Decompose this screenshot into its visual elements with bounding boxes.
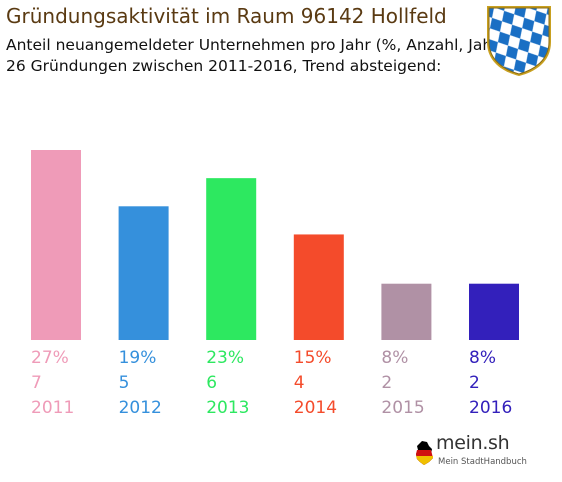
year-label-2014: 2014 <box>293 398 338 418</box>
percent-label-2016: 8% <box>469 348 496 368</box>
germany-map-icon <box>416 441 433 465</box>
bar-2014 <box>293 234 344 340</box>
bar-2016 <box>469 283 519 340</box>
bar-2012 <box>118 206 169 340</box>
chart-title: Gründungsaktivität im Raum 96142 Hollfel… <box>6 4 447 28</box>
count-label-2015: 2 <box>381 373 393 393</box>
bar-2011 <box>31 150 81 340</box>
year-label-2013: 2013 <box>206 398 250 418</box>
brand-logo[interactable]: mein.sh Mein StadtHandbuch <box>412 432 527 474</box>
chart-subtitle: Anteil neuangemeldeter Unternehmen pro J… <box>6 36 505 54</box>
percent-label-2011: 27% <box>31 348 69 368</box>
brand-name: mein.sh <box>436 432 510 454</box>
count-label-2013: 6 <box>206 373 218 393</box>
year-label-2015: 2015 <box>381 398 425 418</box>
count-label-2012: 5 <box>118 373 130 393</box>
year-label-2011: 2011 <box>31 398 75 418</box>
percent-label-2012: 19% <box>118 348 157 368</box>
percent-label-2015: 8% <box>381 348 409 368</box>
count-label-2011: 7 <box>31 373 42 393</box>
brand-tagline: Mein StadtHandbuch <box>438 457 527 467</box>
bar-2015 <box>381 283 432 340</box>
chart-summary: 26 Gründungen zwischen 2011-2016, Trend … <box>6 57 442 75</box>
percent-label-2013: 23% <box>206 348 244 368</box>
year-label-2012: 2012 <box>118 398 162 418</box>
bavaria-crest-icon <box>487 6 551 76</box>
year-label-2016: 2016 <box>469 398 513 418</box>
count-label-2016: 2 <box>469 373 480 393</box>
count-label-2014: 4 <box>293 373 305 393</box>
percent-label-2014: 15% <box>293 348 332 368</box>
bar-2013 <box>206 178 257 340</box>
